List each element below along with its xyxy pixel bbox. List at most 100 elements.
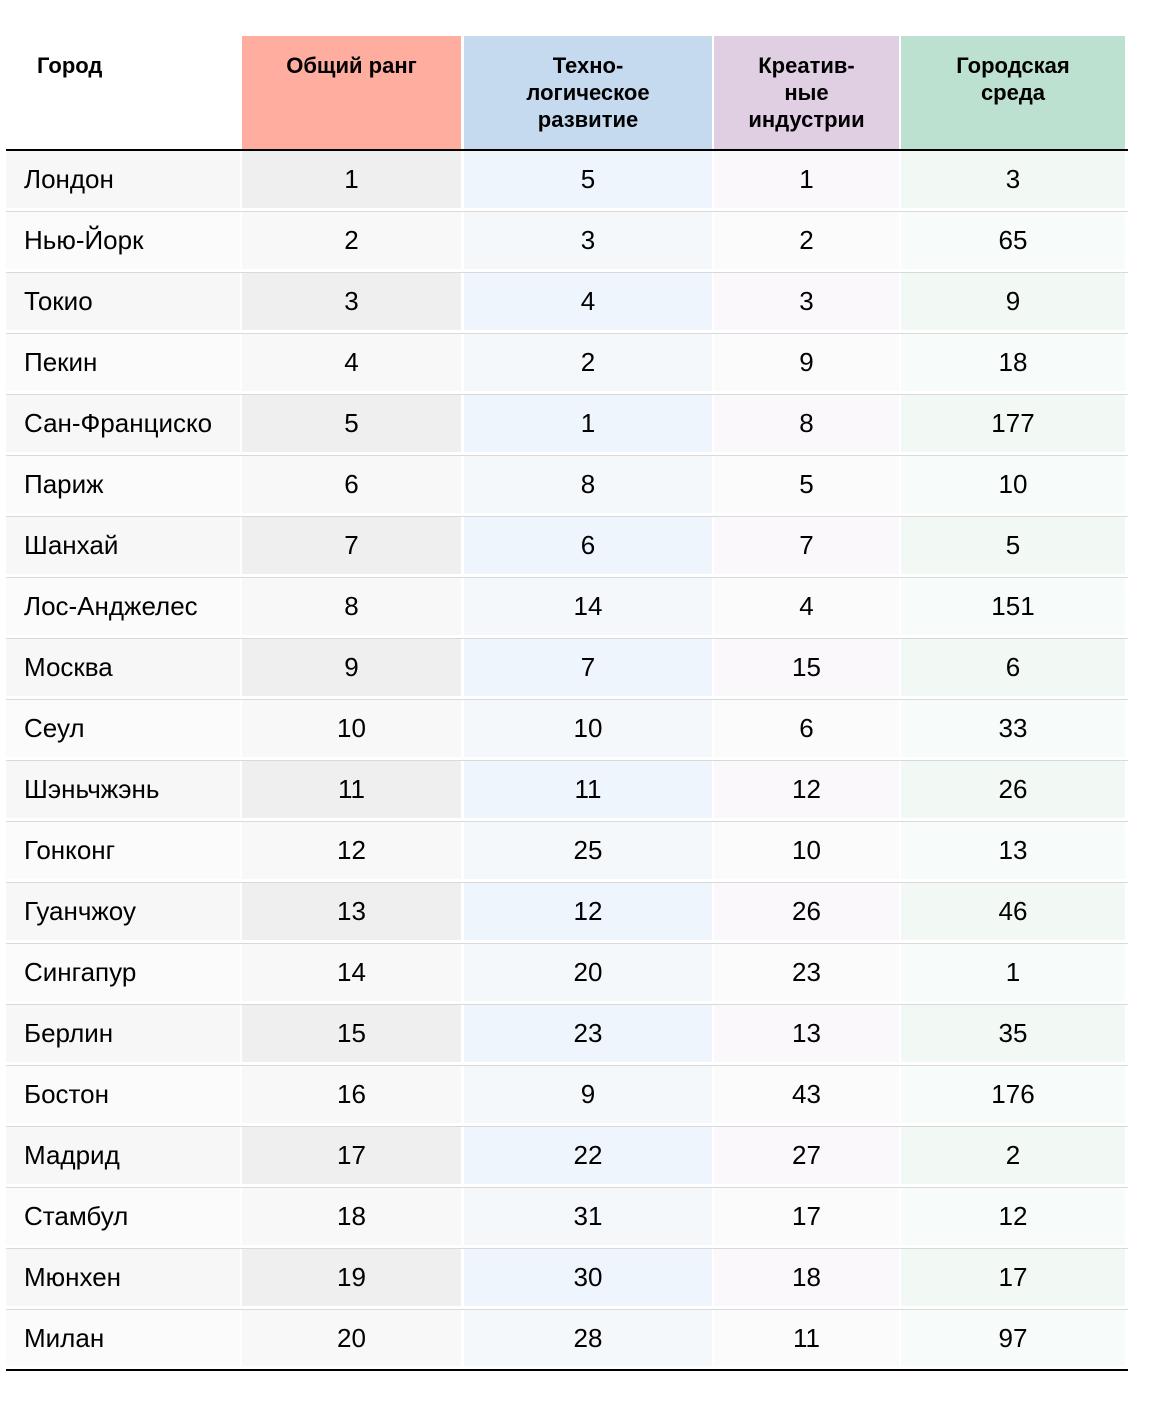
cell-overall-rank: 16 — [242, 1066, 461, 1123]
cell-overall-rank: 20 — [242, 1310, 461, 1366]
cell-city: Берлин — [6, 1005, 240, 1062]
cell-overall-rank: 2 — [242, 212, 461, 269]
cell-tech-development: 11 — [464, 761, 712, 818]
cell-city: Гонконг — [6, 822, 240, 879]
table-row: Гуанчжоу 13 12 26 46 — [6, 883, 1128, 944]
cell-urban-environment: 3 — [901, 151, 1125, 208]
cell-urban-environment: 97 — [901, 1310, 1125, 1366]
cell-urban-environment: 13 — [901, 822, 1125, 879]
cell-overall-rank: 15 — [242, 1005, 461, 1062]
cell-tech-development: 10 — [464, 700, 712, 757]
ranking-table: Город Общий ранг Техно-логическое развити… — [6, 36, 1128, 1371]
cell-tech-development: 28 — [464, 1310, 712, 1366]
cell-urban-environment: 177 — [901, 395, 1125, 452]
cell-overall-rank: 8 — [242, 578, 461, 635]
table-row: Сан-Франциско 5 1 8 177 — [6, 395, 1128, 456]
cell-urban-environment: 18 — [901, 334, 1125, 391]
cell-tech-development: 5 — [464, 151, 712, 208]
table-row: Лос-Анджелес 8 14 4 151 — [6, 578, 1128, 639]
cell-urban-environment: 6 — [901, 639, 1125, 696]
cell-tech-development: 8 — [464, 456, 712, 513]
cell-tech-development: 6 — [464, 517, 712, 574]
cell-city: Шанхай — [6, 517, 240, 574]
cell-urban-environment: 151 — [901, 578, 1125, 635]
cell-overall-rank: 4 — [242, 334, 461, 391]
cell-tech-development: 9 — [464, 1066, 712, 1123]
cell-creative-industries: 6 — [714, 700, 899, 757]
cell-city: Сан-Франциско — [6, 395, 240, 452]
table-body: Лондон 1 5 1 3 Нью-Йорк 2 3 2 65 Токио 3 4 3 9 Пекин 4 2 9… — [6, 151, 1128, 1371]
cell-city: Бостон — [6, 1066, 240, 1123]
table-row: Сеул 10 10 6 33 — [6, 700, 1128, 761]
cell-overall-rank: 10 — [242, 700, 461, 757]
table-row: Токио 3 4 3 9 — [6, 273, 1128, 334]
cell-tech-development: 25 — [464, 822, 712, 879]
cell-urban-environment: 1 — [901, 944, 1125, 1001]
cell-overall-rank: 3 — [242, 273, 461, 330]
cell-creative-industries: 18 — [714, 1249, 899, 1306]
cell-city: Гуанчжоу — [6, 883, 240, 940]
cell-overall-rank: 1 — [242, 151, 461, 208]
table-row: Москва 9 7 15 6 — [6, 639, 1128, 700]
column-header-city: Город — [6, 36, 240, 150]
cell-tech-development: 1 — [464, 395, 712, 452]
cell-tech-development: 2 — [464, 334, 712, 391]
cell-urban-environment: 26 — [901, 761, 1125, 818]
cell-city: Токио — [6, 273, 240, 330]
cell-overall-rank: 5 — [242, 395, 461, 452]
cell-city: Мадрид — [6, 1127, 240, 1184]
table-row: Мадрид 17 22 27 2 — [6, 1127, 1128, 1188]
cell-city: Лос-Анджелес — [6, 578, 240, 635]
cell-creative-industries: 10 — [714, 822, 899, 879]
cell-creative-industries: 12 — [714, 761, 899, 818]
cell-urban-environment: 176 — [901, 1066, 1125, 1123]
cell-overall-rank: 13 — [242, 883, 461, 940]
cell-tech-development: 22 — [464, 1127, 712, 1184]
cell-creative-industries: 11 — [714, 1310, 899, 1366]
cell-city: Пекин — [6, 334, 240, 391]
cell-creative-industries: 15 — [714, 639, 899, 696]
cell-overall-rank: 9 — [242, 639, 461, 696]
cell-city: Лондон — [6, 151, 240, 208]
cell-urban-environment: 65 — [901, 212, 1125, 269]
cell-urban-environment: 12 — [901, 1188, 1125, 1245]
table-row: Нью-Йорк 2 3 2 65 — [6, 212, 1128, 273]
cell-city: Сеул — [6, 700, 240, 757]
table-row: Бостон 16 9 43 176 — [6, 1066, 1128, 1127]
cell-urban-environment: 17 — [901, 1249, 1125, 1306]
cell-overall-rank: 18 — [242, 1188, 461, 1245]
cell-creative-industries: 3 — [714, 273, 899, 330]
cell-creative-industries: 43 — [714, 1066, 899, 1123]
cell-creative-industries: 8 — [714, 395, 899, 452]
cell-tech-development: 4 — [464, 273, 712, 330]
cell-tech-development: 3 — [464, 212, 712, 269]
cell-tech-development: 12 — [464, 883, 712, 940]
cell-urban-environment: 33 — [901, 700, 1125, 757]
cell-tech-development: 23 — [464, 1005, 712, 1062]
cell-creative-industries: 9 — [714, 334, 899, 391]
cell-overall-rank: 19 — [242, 1249, 461, 1306]
cell-creative-industries: 13 — [714, 1005, 899, 1062]
table-row: Мюнхен 19 30 18 17 — [6, 1249, 1128, 1310]
cell-overall-rank: 14 — [242, 944, 461, 1001]
table-row: Гонконг 12 25 10 13 — [6, 822, 1128, 883]
cell-overall-rank: 11 — [242, 761, 461, 818]
cell-urban-environment: 46 — [901, 883, 1125, 940]
cell-urban-environment: 10 — [901, 456, 1125, 513]
cell-city: Москва — [6, 639, 240, 696]
header-divider — [6, 149, 1128, 151]
cell-creative-industries: 4 — [714, 578, 899, 635]
cell-overall-rank: 7 — [242, 517, 461, 574]
cell-urban-environment: 9 — [901, 273, 1125, 330]
cell-urban-environment: 35 — [901, 1005, 1125, 1062]
cell-tech-development: 14 — [464, 578, 712, 635]
cell-overall-rank: 12 — [242, 822, 461, 879]
column-header-urban-environment: Городская среда — [901, 36, 1125, 150]
cell-city: Шэньчжэнь — [6, 761, 240, 818]
cell-creative-industries: 7 — [714, 517, 899, 574]
cell-urban-environment: 5 — [901, 517, 1125, 574]
cell-city: Париж — [6, 456, 240, 513]
cell-overall-rank: 17 — [242, 1127, 461, 1184]
cell-overall-rank: 6 — [242, 456, 461, 513]
cell-city: Мюнхен — [6, 1249, 240, 1306]
